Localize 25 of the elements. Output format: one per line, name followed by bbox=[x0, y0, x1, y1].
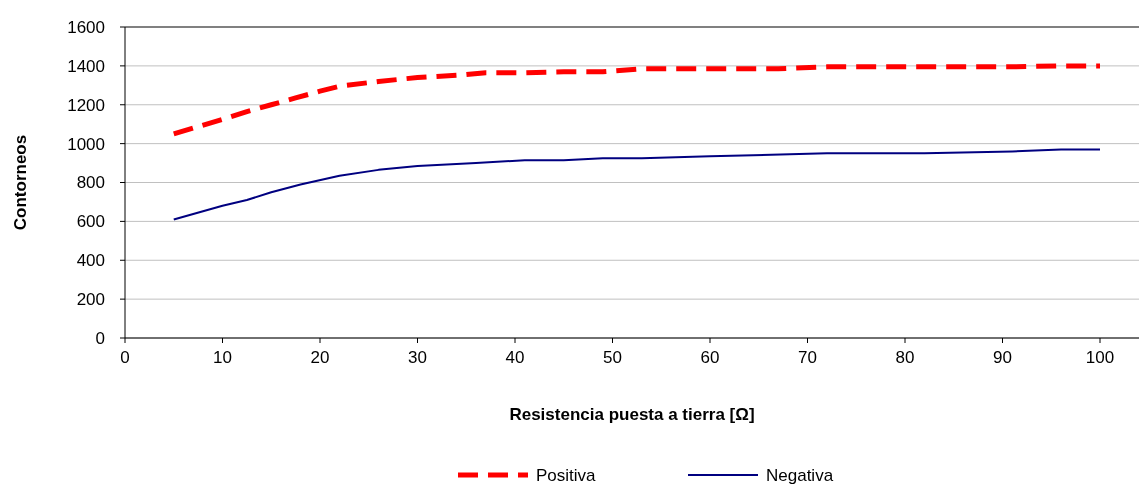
y-tick-label: 1000 bbox=[67, 134, 105, 154]
x-tick-label: 80 bbox=[895, 348, 915, 367]
legend-label: Negativa bbox=[766, 466, 834, 485]
y-tick-label: 200 bbox=[76, 290, 105, 310]
y-tick-label: 600 bbox=[76, 212, 105, 232]
y-axis-title: Contorneos bbox=[11, 134, 30, 231]
x-tick-label: 90 bbox=[993, 348, 1012, 367]
y-tick-label: 800 bbox=[76, 173, 105, 193]
legend-label: Positiva bbox=[536, 466, 597, 485]
y-tick-label: 1400 bbox=[67, 56, 105, 76]
x-tick-label: 70 bbox=[798, 348, 817, 367]
y-tick-label: 1200 bbox=[67, 95, 105, 115]
x-tick-label: 20 bbox=[310, 348, 330, 367]
x-tick-label: 10 bbox=[213, 348, 232, 367]
y-tick-label: 400 bbox=[76, 251, 105, 271]
x-tick-label: 0 bbox=[120, 348, 130, 367]
x-tick-label: 30 bbox=[408, 348, 427, 367]
y-tick-label: 1600 bbox=[67, 17, 105, 37]
y-tick-label: 0 bbox=[95, 328, 105, 348]
x-tick-label: 100 bbox=[1085, 348, 1115, 367]
x-tick-label: 40 bbox=[505, 348, 525, 367]
line-series bbox=[172, 148, 1101, 221]
x-axis-title: Resistencia puesta a tierra [Ω] bbox=[509, 405, 755, 424]
x-tick-label: 50 bbox=[603, 348, 622, 367]
x-tick-label: 60 bbox=[700, 348, 720, 367]
